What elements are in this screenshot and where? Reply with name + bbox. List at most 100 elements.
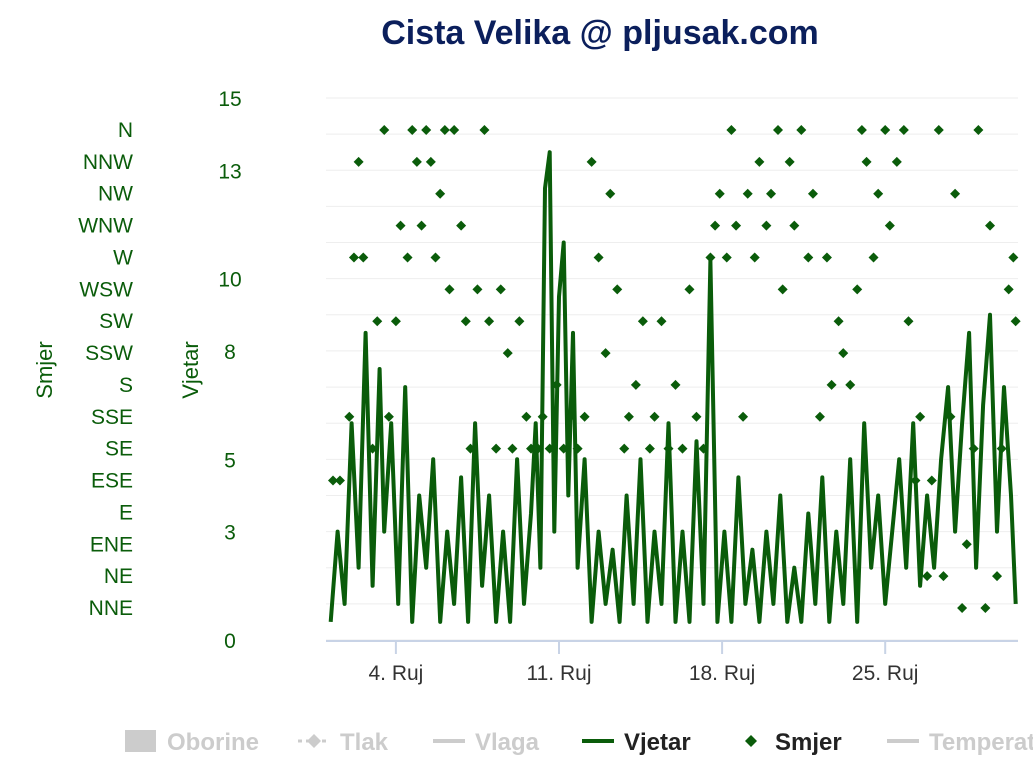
smjer-point — [766, 188, 777, 199]
direction-tick-label: NW — [98, 183, 133, 206]
smjer-point — [379, 125, 390, 135]
smjer-point — [411, 156, 422, 167]
smjer-point — [777, 284, 788, 295]
smjer-point — [656, 316, 667, 327]
smjer-point — [1010, 316, 1021, 327]
direction-tick-label: SW — [99, 310, 133, 333]
y-axis-title-vjetar: Vjetar — [178, 341, 203, 398]
y-tick-label: 3 — [224, 522, 236, 545]
smjer-point — [903, 316, 914, 327]
legend-item-vlaga[interactable]: Vlaga — [475, 729, 540, 756]
y-axis-title-smjer: Smjer — [32, 341, 57, 398]
smjer-point — [430, 252, 441, 263]
smjer-point — [845, 379, 856, 390]
direction-tick-label: NNE — [89, 597, 133, 620]
smjer-point — [334, 475, 345, 486]
smjer-point — [572, 443, 583, 454]
smjer-point — [852, 284, 863, 295]
smjer-point — [814, 411, 825, 422]
smjer-point — [644, 443, 655, 454]
smjer-point — [1003, 284, 1014, 295]
smjer-point — [444, 284, 455, 295]
smjer-point — [731, 220, 742, 231]
legend-item-smjer[interactable]: Smjer — [775, 729, 842, 756]
y-tick-label: 15 — [218, 88, 241, 111]
smjer-point — [491, 443, 502, 454]
smjer-point — [938, 571, 949, 582]
smjer-point — [456, 220, 467, 231]
y-tick-label: 0 — [224, 630, 236, 653]
smjer-point — [698, 443, 709, 454]
smjer-point — [910, 475, 921, 486]
direction-tick-label: ESE — [91, 470, 133, 493]
smjer-point — [705, 252, 716, 263]
smjer-point — [738, 411, 749, 422]
smjer-point — [484, 316, 495, 327]
legend-symbol[interactable] — [307, 734, 321, 748]
legend-symbol[interactable] — [745, 735, 757, 747]
smjer-point — [992, 571, 1003, 582]
smjer-point — [593, 252, 604, 263]
direction-tick-label: ENE — [90, 533, 133, 556]
y-tick-label: 8 — [224, 341, 236, 364]
smjer-point — [1008, 252, 1019, 263]
legend-item-temperat[interactable]: Temperat — [929, 729, 1033, 756]
legend-symbol[interactable] — [125, 730, 156, 752]
smjer-point — [742, 188, 753, 199]
smjer-point — [558, 443, 569, 454]
series-line-vjetar — [328, 150, 1018, 624]
smjer-point — [521, 411, 532, 422]
smjer-point — [721, 252, 732, 263]
smjer-point — [761, 220, 772, 231]
smjer-point — [372, 316, 383, 327]
smjer-point — [726, 125, 737, 135]
smjer-point — [600, 348, 611, 359]
smjer-point — [565, 411, 576, 422]
smjer-point — [425, 156, 436, 167]
chart-title: Cista Velika @ pljusak.com — [381, 14, 819, 52]
smjer-point — [612, 284, 623, 295]
smjer-point — [472, 284, 483, 295]
direction-tick-label: NE — [104, 565, 133, 588]
smjer-point — [789, 220, 800, 231]
direction-tick-label: WSW — [79, 278, 133, 301]
smjer-point — [714, 188, 725, 199]
legend-item-vjetar[interactable]: Vjetar — [624, 729, 691, 756]
smjer-point — [327, 475, 338, 486]
smjer-point — [637, 316, 648, 327]
smjer-point — [868, 252, 879, 263]
smjer-point — [586, 156, 597, 167]
smjer-point — [502, 348, 513, 359]
smjer-point — [407, 125, 418, 135]
direction-tick-label: SSE — [91, 406, 133, 429]
smjer-point — [395, 220, 406, 231]
smjer-point — [985, 220, 996, 231]
smjer-point — [891, 156, 902, 167]
y-tick-label: 5 — [224, 449, 236, 472]
smjer-point — [833, 316, 844, 327]
smjer-point — [479, 125, 490, 135]
legend-item-oborine[interactable]: Oborine — [167, 729, 259, 756]
smjer-point — [551, 379, 562, 390]
smjer-point — [358, 252, 369, 263]
smjer-point — [945, 411, 956, 422]
y-tick-label: 10 — [218, 269, 241, 292]
smjer-point — [537, 411, 548, 422]
smjer-point — [390, 316, 401, 327]
smjer-point — [968, 443, 979, 454]
smjer-point — [416, 220, 427, 231]
smjer-point — [670, 379, 681, 390]
smjer-point — [898, 125, 909, 135]
smjer-point — [922, 571, 933, 582]
smjer-point — [605, 188, 616, 199]
smjer-point — [353, 156, 364, 167]
smjer-point — [880, 125, 891, 135]
smjer-point — [684, 284, 695, 295]
smjer-point — [691, 411, 702, 422]
smjer-point — [514, 316, 525, 327]
smjer-point — [421, 125, 432, 135]
smjer-point — [749, 252, 760, 263]
smjer-point — [961, 539, 972, 550]
legend-item-tlak[interactable]: Tlak — [340, 729, 389, 756]
direction-tick-label: E — [119, 501, 133, 524]
